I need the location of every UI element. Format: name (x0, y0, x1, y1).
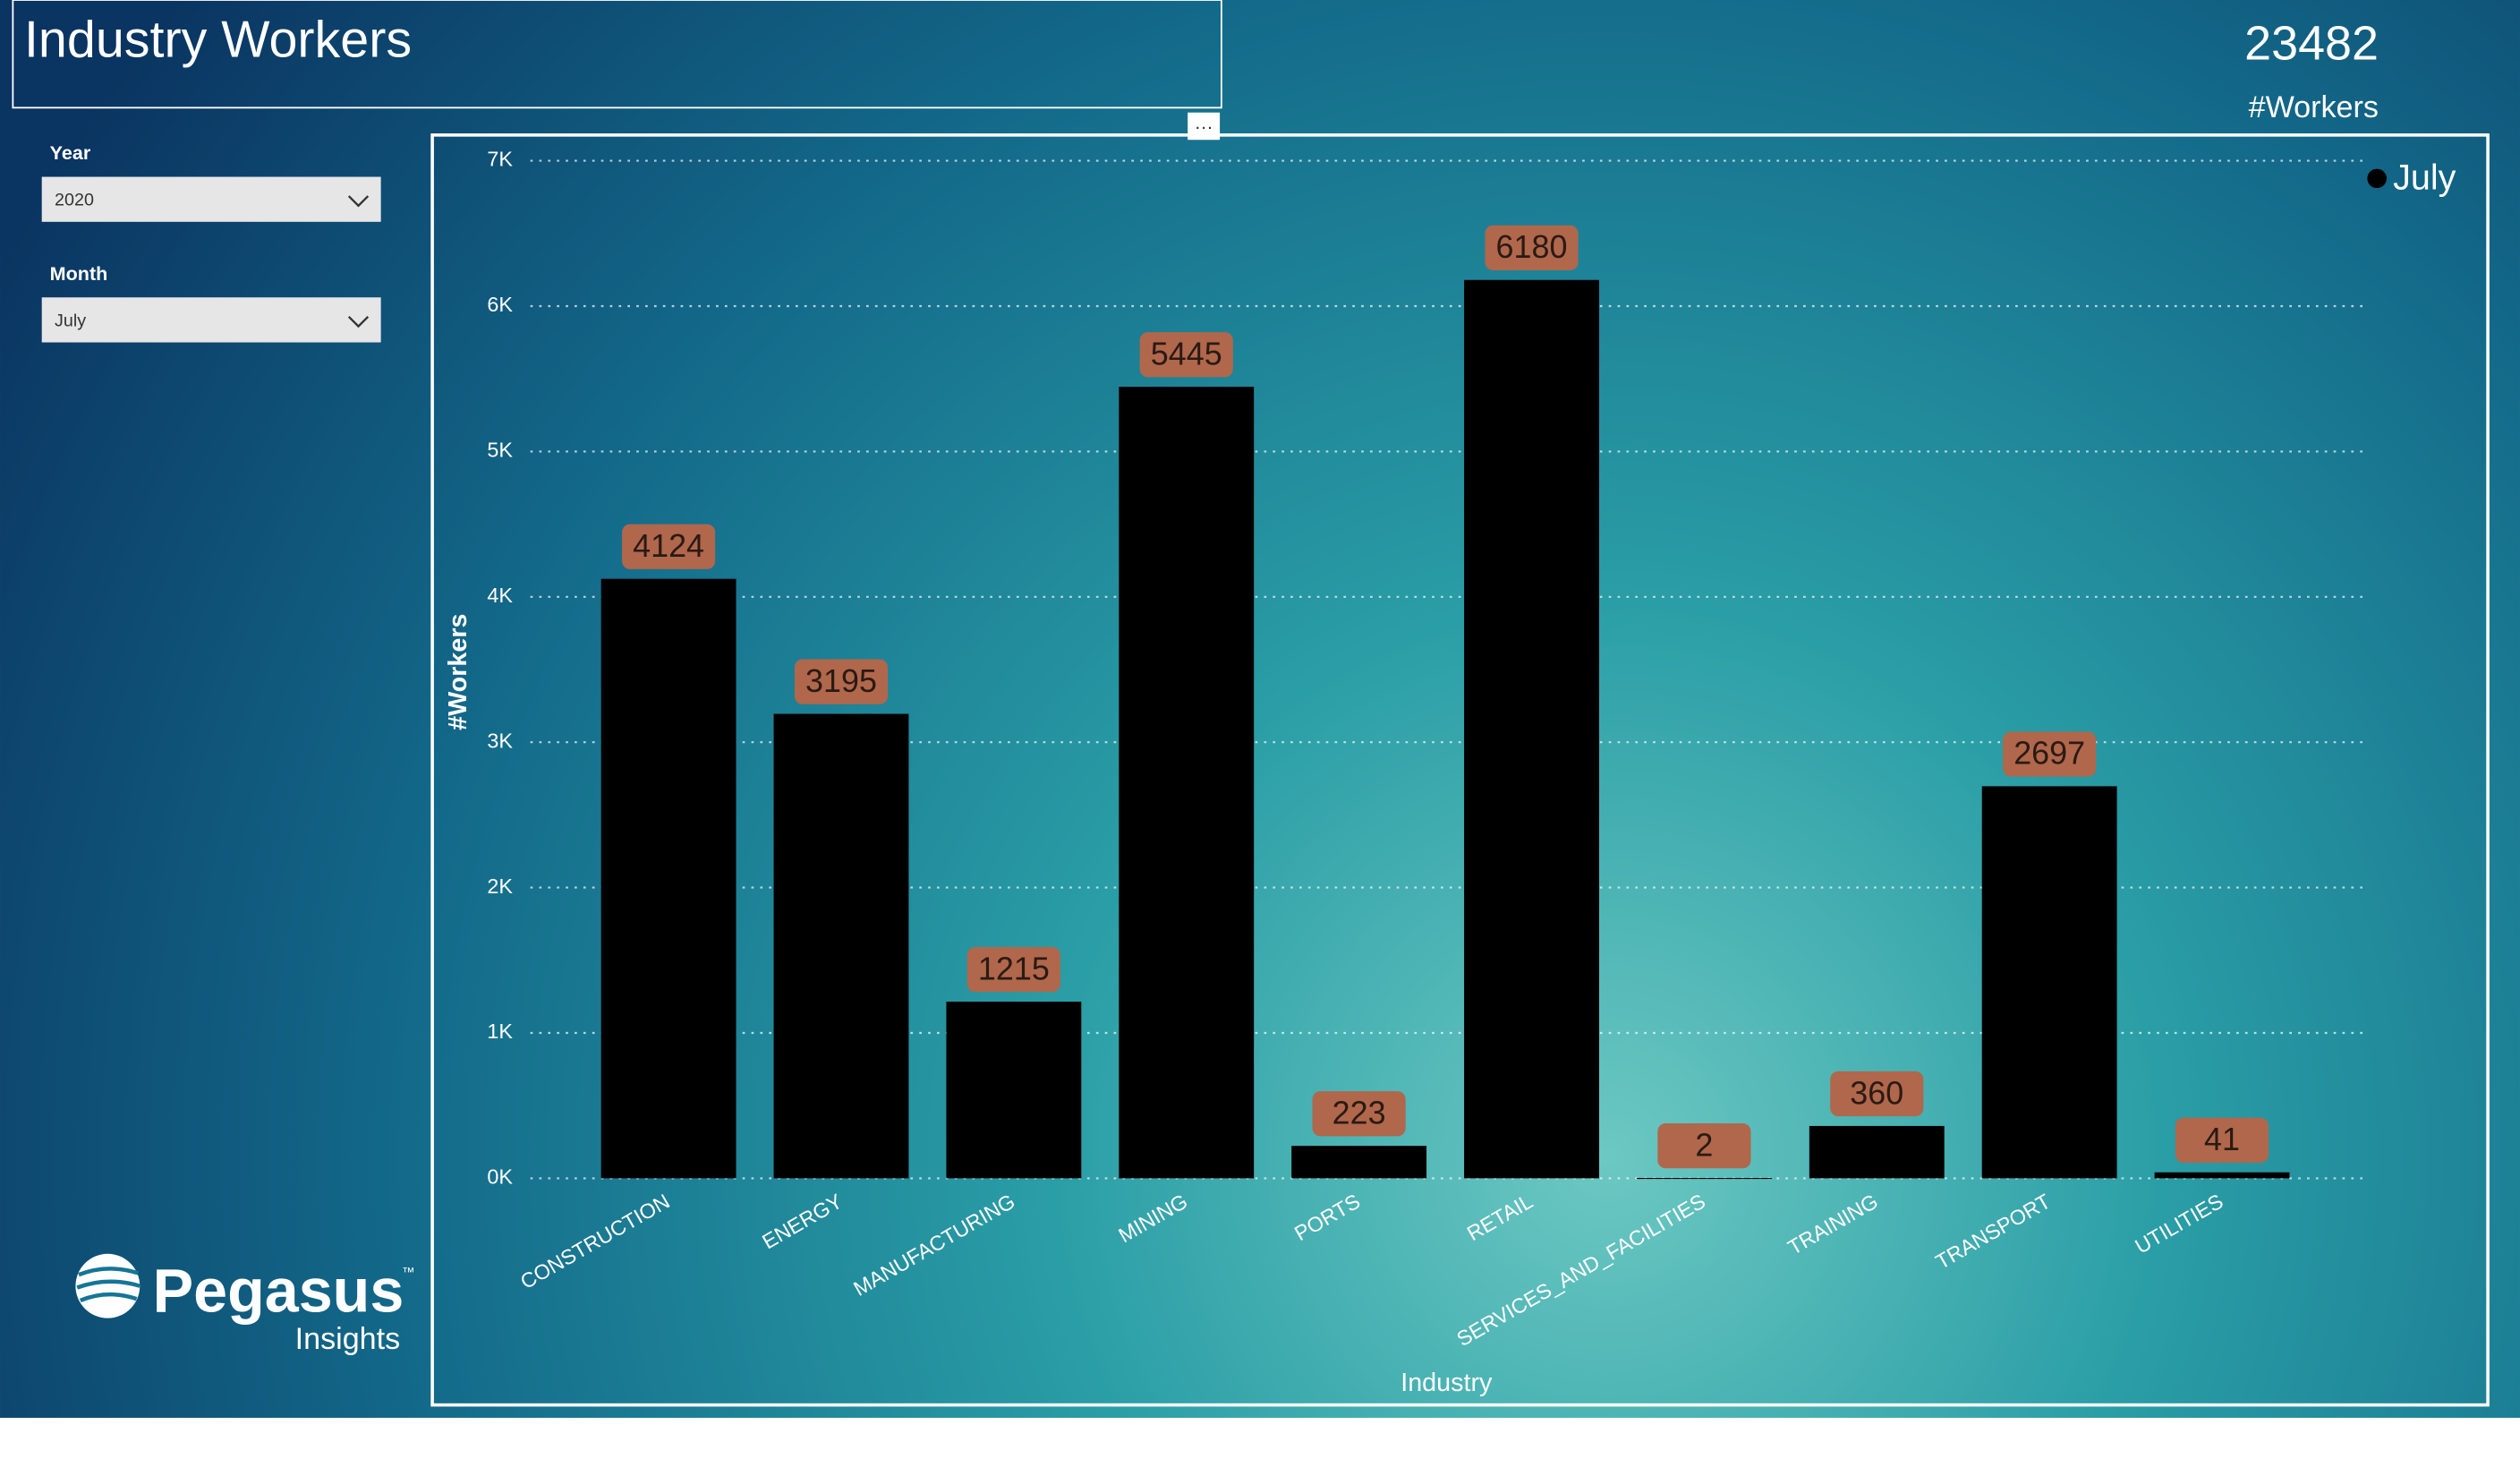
data-label-box (2003, 731, 2097, 777)
legend-label: July (2393, 158, 2456, 198)
title-box (12, 0, 1222, 109)
y-tick-label: 0K (487, 1165, 513, 1189)
bar (1291, 1146, 1427, 1179)
data-label: 1215 (978, 950, 1050, 986)
bar (2154, 1172, 2290, 1179)
y-axis-title: #Workers (444, 614, 472, 730)
bar (1636, 1178, 1772, 1180)
month-dropdown[interactable] (41, 297, 381, 343)
data-label: 5445 (1151, 335, 1222, 371)
kpi-value: 23482 (2244, 16, 2379, 70)
logo: Pegasus ™ Insights (75, 1253, 414, 1356)
chevron (347, 315, 370, 328)
x-axis-title: Industry (1400, 1369, 1493, 1397)
data-label-box (2175, 1117, 2269, 1163)
year-dropdown[interactable] (41, 176, 381, 222)
logo-tm: ™ (402, 1266, 414, 1280)
background (0, 0, 2520, 1418)
data-label: 3195 (805, 662, 877, 699)
logo-name: Pegasus (153, 1258, 404, 1326)
data-label-box (966, 947, 1060, 993)
y-tick-label: 5K (487, 439, 513, 462)
page-title: Industry Workers (24, 12, 412, 69)
logo-stripes (76, 1267, 140, 1302)
legend-marker (2367, 168, 2387, 189)
logo-tagline: Insights (295, 1322, 401, 1356)
y-tick-label: 2K (487, 875, 513, 898)
data-label-box (1312, 1091, 1406, 1137)
data-label: 4124 (633, 527, 704, 564)
data-label-box (1830, 1071, 1924, 1117)
data-label-box (1485, 225, 1579, 270)
bar (946, 1002, 1082, 1179)
bar (600, 578, 736, 1179)
data-label-box (622, 524, 716, 569)
bar (1809, 1125, 1945, 1179)
more-options[interactable] (1188, 112, 1221, 141)
dropdown-value: 2020 (55, 191, 94, 210)
y-tick-label: 6K (487, 293, 513, 316)
data-label-box (794, 659, 889, 704)
data-label-box (1657, 1123, 1751, 1169)
data-label: 223 (1332, 1095, 1386, 1131)
kpi-label: #Workers (2249, 90, 2379, 124)
data-label: 41 (2204, 1121, 2240, 1157)
filter-label: Year (50, 141, 91, 164)
chevron (347, 195, 370, 208)
y-tick-label: 7K (487, 148, 513, 171)
data-label-box (1139, 332, 1233, 378)
y-tick-label: 1K (487, 1020, 513, 1043)
dropdown-value: July (55, 311, 86, 330)
bar (1119, 387, 1255, 1179)
bar (773, 713, 909, 1179)
bar (1464, 279, 1599, 1179)
y-tick-label: 3K (487, 729, 513, 752)
chart-frame (430, 133, 2490, 1407)
footer-strip (0, 1417, 2520, 1476)
data-label: 6180 (1496, 228, 1568, 265)
more-options-icon: … (1194, 111, 1213, 133)
bar (1981, 786, 2117, 1179)
data-label: 360 (1850, 1074, 1903, 1111)
data-label: 2 (1695, 1126, 1713, 1163)
y-tick-label: 4K (487, 584, 513, 607)
filter-label: Month (50, 262, 108, 285)
data-label: 2697 (2013, 735, 2085, 772)
